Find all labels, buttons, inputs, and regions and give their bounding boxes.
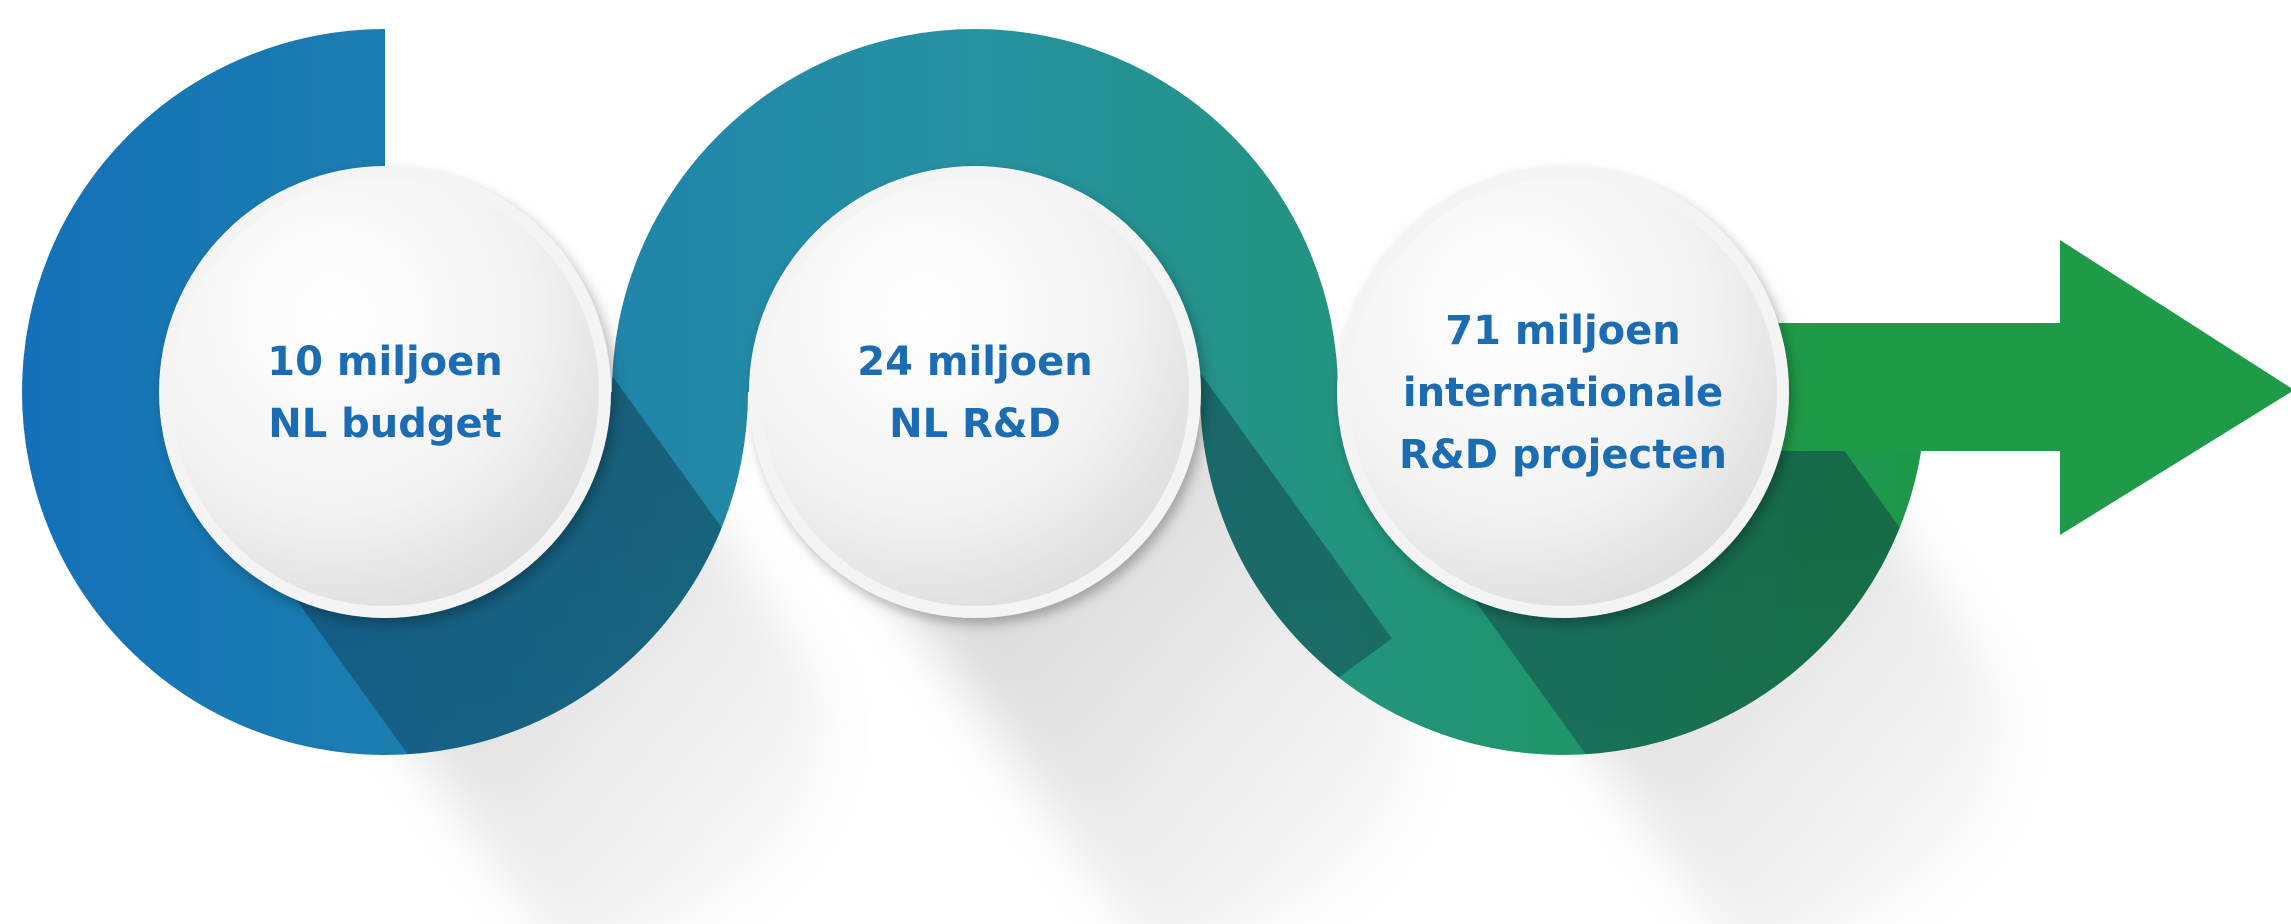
step-circle-2: 24 miljoen NL R&D (749, 166, 1201, 618)
step-label-line: NL budget (268, 401, 502, 447)
circle-face (1349, 178, 1777, 606)
step-label-line: 24 miljoen (857, 339, 1093, 385)
step-label-line: internationale (1403, 370, 1723, 416)
step-label-line: 71 miljoen (1445, 308, 1681, 354)
step-circles: 10 miljoen NL budget 24 miljoen NL R&D 71 mi… (159, 166, 1789, 618)
step-label-line: NL R&D (889, 401, 1061, 447)
step-circle-1: 10 miljoen NL budget (159, 166, 611, 618)
circle-face (171, 178, 599, 606)
step-circle-3: 71 miljoen internationale R&D projecten (1337, 166, 1789, 618)
direction-arrow (1778, 240, 2291, 535)
arrow-head (2060, 240, 2291, 535)
step-label-line: 10 miljoen (267, 339, 503, 385)
circle-face (761, 178, 1189, 606)
arrow-shaft (1778, 323, 2062, 451)
step-label-line: R&D projecten (1399, 432, 1727, 478)
